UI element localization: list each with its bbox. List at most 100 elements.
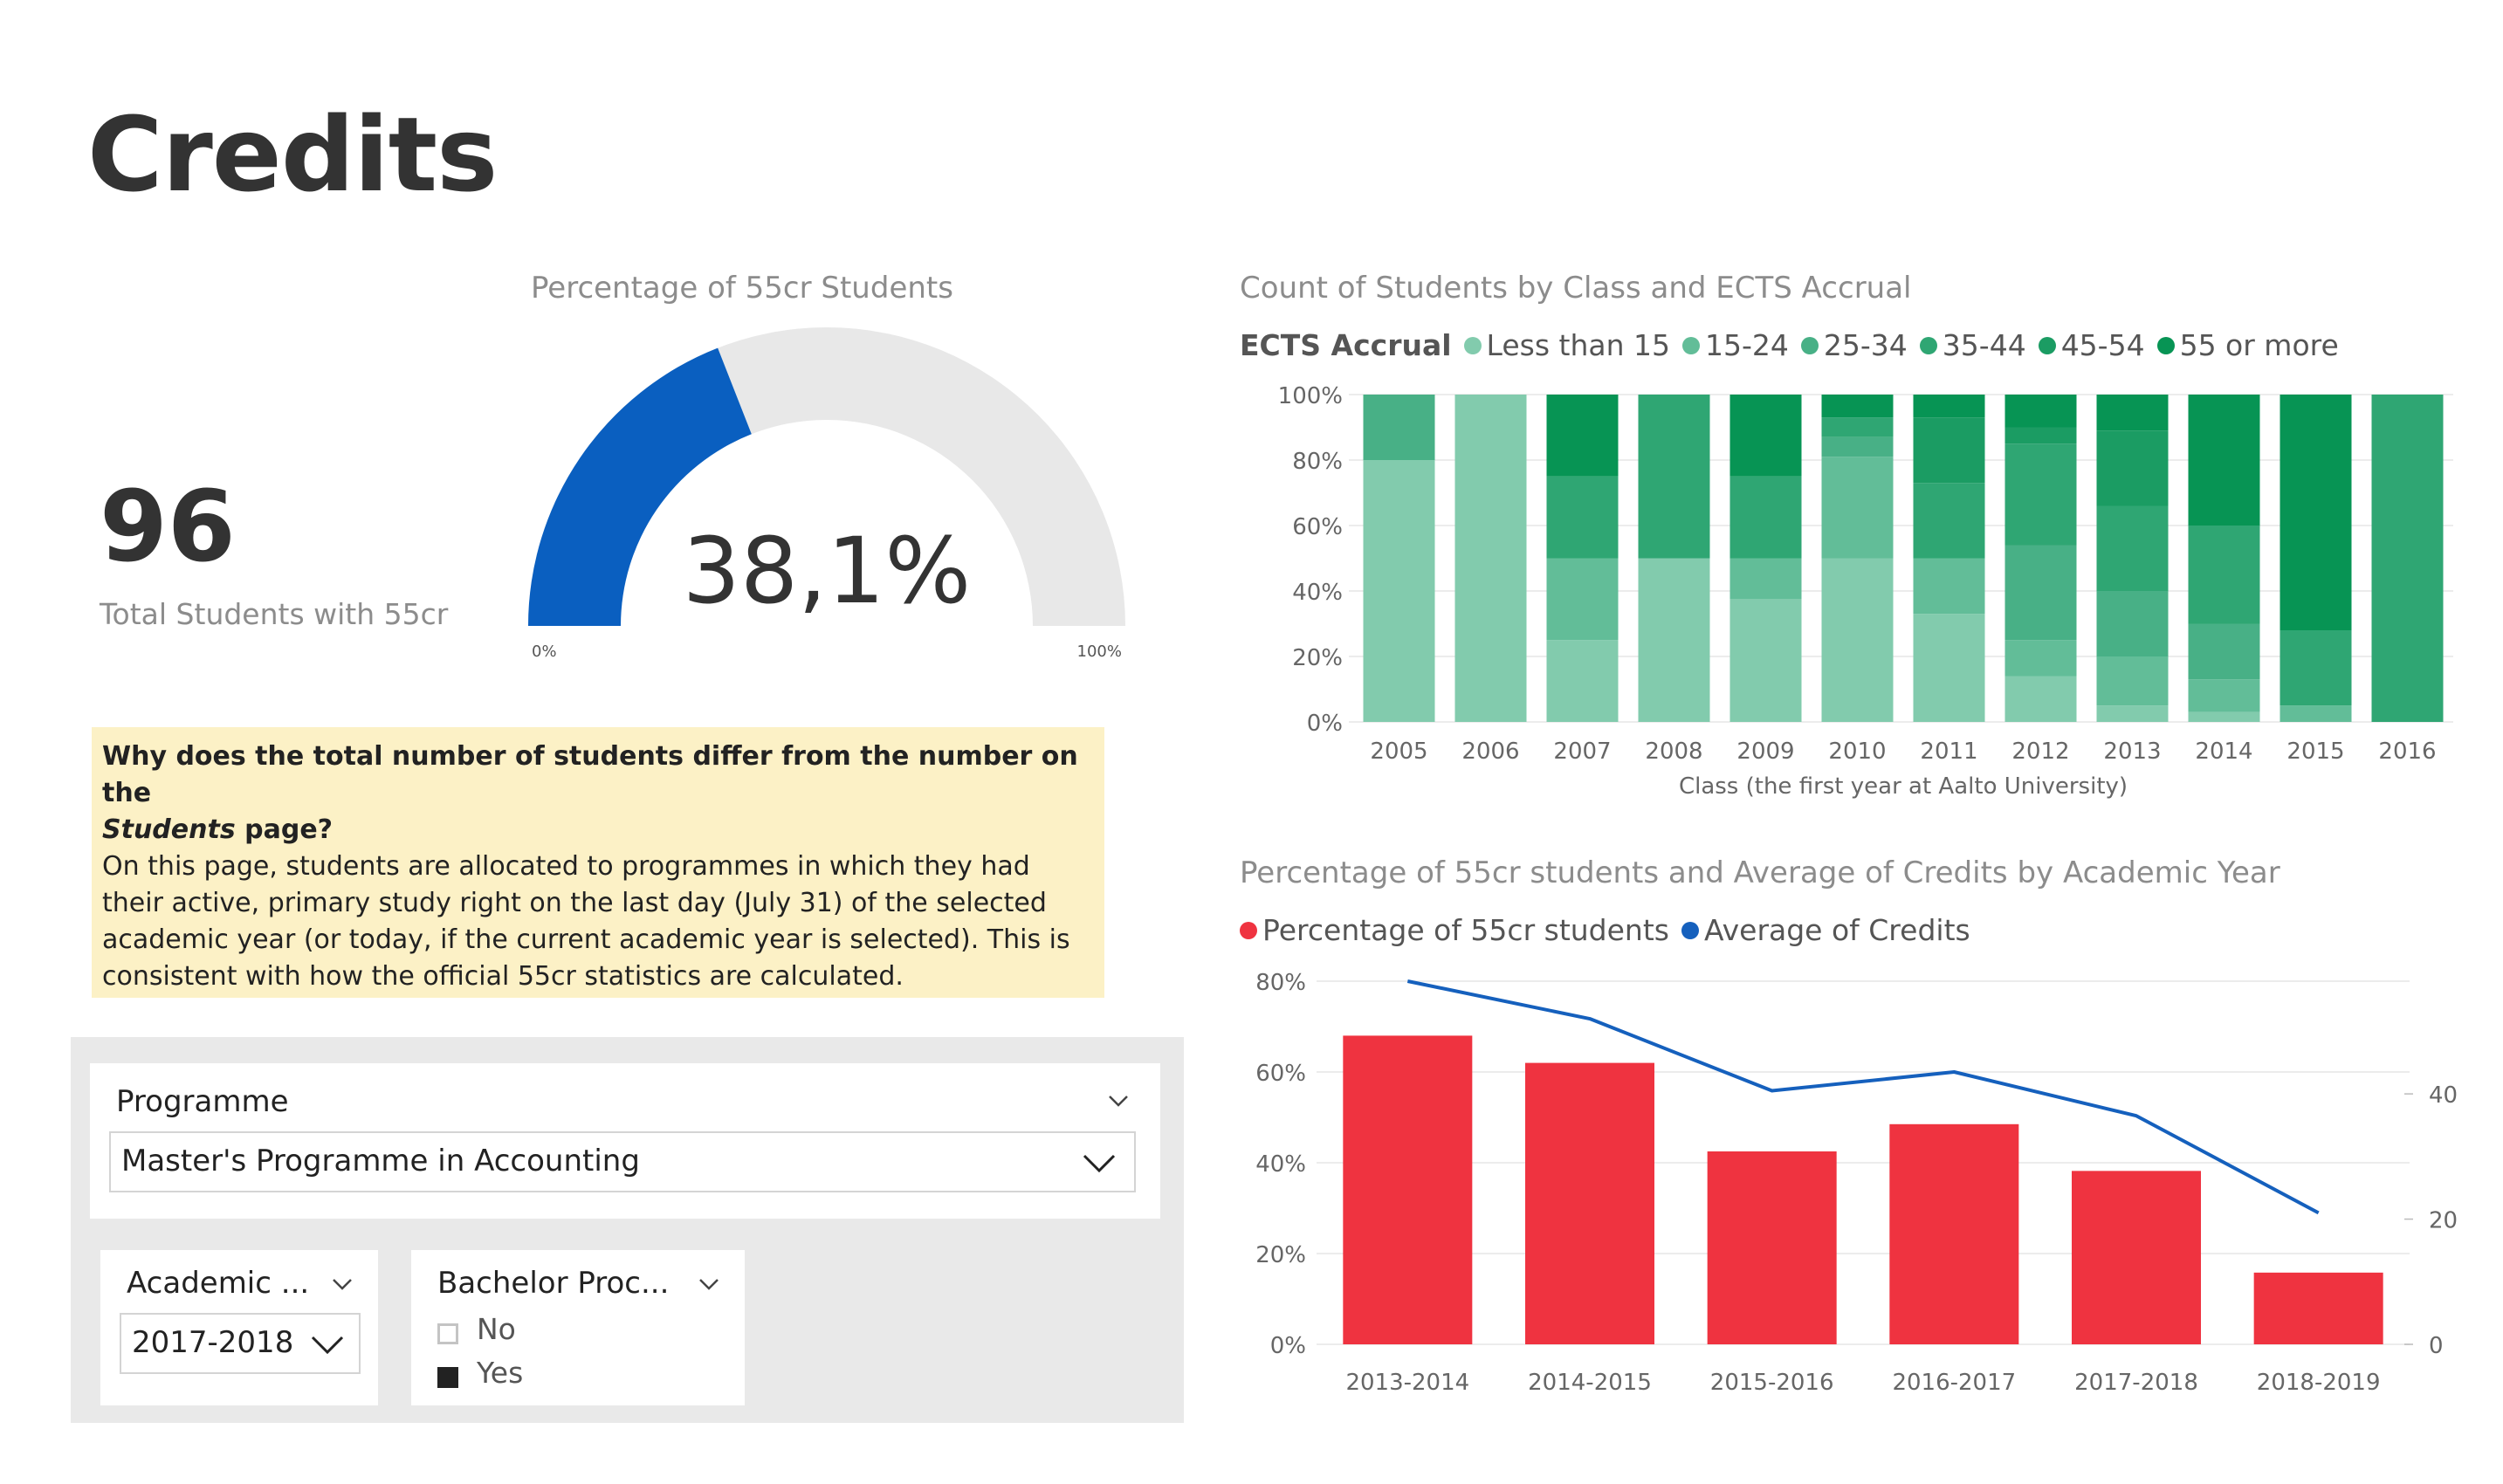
gauge-value: 38,1% (683, 518, 971, 624)
legend-item[interactable]: 55 or more (2156, 328, 2339, 362)
info-question-end: page? (235, 814, 334, 845)
info-question: Why does the total number of students di… (102, 739, 1094, 848)
info-question-link-word: Students (102, 814, 236, 845)
chevron-down-icon[interactable] (331, 1276, 354, 1292)
gauge-visual[interactable]: 38,1% 0% 100% (511, 314, 1139, 681)
bar-segment (2004, 427, 2077, 444)
legend-item[interactable]: 25-34 (1800, 328, 1908, 362)
bar-segment (2096, 705, 2169, 722)
bar-segment (1729, 558, 1802, 600)
bachelor-slicer-label: Bachelor Proc... (437, 1266, 670, 1301)
y2-tick-label: 20 (2429, 1208, 2458, 1234)
y-tick-label: 40% (1255, 1151, 1306, 1178)
x-tick-label: 2010 (1828, 739, 1886, 765)
bar-segment (2188, 711, 2260, 722)
x-tick-label: 2014-2015 (1528, 1370, 1652, 1396)
chevron-down-icon (1083, 1154, 1116, 1173)
legend-label: 25-34 (1823, 328, 1908, 362)
bar-segment (2004, 443, 2077, 546)
combo-bar-line-chart[interactable]: 0% 20% 40% 60% 80% 0 20 40 2013-2014 2014-2015 201… (1222, 952, 2462, 1405)
bar-segment (2188, 679, 2260, 712)
x-tick-label: 2013-2014 (1345, 1370, 1469, 1396)
bar-segment (1638, 558, 1710, 722)
bar-segment (1546, 640, 1619, 722)
legend-item[interactable]: 15-24 (1682, 328, 1789, 362)
bar (1889, 1123, 2019, 1344)
y-tick-label: 100% (1278, 383, 1343, 409)
legend-item[interactable]: Less than 15 (1463, 328, 1671, 362)
bar-segment (2188, 623, 2260, 680)
x-tick-label: 2012 (2011, 739, 2069, 765)
gauge-max-label: 100% (1077, 642, 1122, 661)
option-yes-label[interactable]: Yes (477, 1356, 524, 1390)
x-tick-label: 2008 (1645, 739, 1702, 765)
legend-item[interactable]: Percentage of 55cr students (1240, 913, 1669, 947)
kpi-value: 96 (100, 471, 236, 584)
legend-label: 55 or more (2179, 328, 2339, 362)
bar-segment (1363, 395, 1435, 460)
bar-segment (2371, 395, 2444, 722)
bar-segment (2096, 395, 2169, 431)
bar-segment (2004, 640, 2077, 677)
bar-segment (1913, 614, 1985, 722)
y-tick-label: 80% (1292, 449, 1343, 475)
y-axis: 0% 20% 40% 60% 80% 100% (1278, 383, 1343, 737)
page-title: Credits (87, 94, 498, 215)
bar-segment (1913, 483, 1985, 559)
legend-label: Less than 15 (1486, 328, 1671, 362)
info-question-text: Why does the total number of students di… (102, 741, 1078, 808)
info-textbox: Why does the total number of students di… (92, 727, 1104, 998)
y-tick-label: 60% (1292, 514, 1343, 540)
programme-slicer: Programme Master's Programme in Accounti… (90, 1063, 1160, 1219)
legend-item[interactable]: Average of Credits (1681, 913, 1970, 947)
combo-chart-legend: Percentage of 55cr students Average of Cr… (1240, 913, 1983, 947)
chevron-down-icon[interactable] (1107, 1093, 1130, 1109)
gauge-min-label: 0% (532, 642, 557, 661)
programme-slicer-label: Programme (116, 1084, 289, 1119)
option-no-label[interactable]: No (477, 1312, 516, 1346)
y-tick-label: 60% (1255, 1061, 1306, 1087)
info-body: On this page, students are allocated to … (102, 851, 1070, 992)
bar-segment (1546, 476, 1619, 559)
bar-segment (1913, 558, 1985, 615)
x-tick-label: 2013 (2103, 739, 2161, 765)
legend-item[interactable]: 45-54 (2038, 328, 2145, 362)
academic-year-dropdown[interactable]: 2017-2018 (120, 1313, 361, 1374)
bar-segment (1638, 395, 1710, 559)
x-tick-label: 2015 (2286, 739, 2344, 765)
legend-item[interactable]: 35-44 (1919, 328, 2026, 362)
x-tick-label: 2016-2017 (1892, 1370, 2016, 1396)
bar-segment (1821, 436, 1894, 457)
legend-label: Percentage of 55cr students (1262, 913, 1669, 947)
filter-panel: Programme Master's Programme in Accounti… (71, 1037, 1184, 1423)
bar-segment (1821, 558, 1894, 722)
y2-tick-label: 0 (2429, 1333, 2444, 1359)
bar-segment (2096, 505, 2169, 591)
academic-year-selected-value: 2017-2018 (132, 1325, 294, 1360)
bar (1707, 1151, 1837, 1344)
bar-segment (1363, 460, 1435, 722)
checkbox-no[interactable] (437, 1323, 458, 1344)
bar-segment (2096, 591, 2169, 656)
bar-segment (2188, 395, 2260, 526)
legend-dot (1463, 336, 1482, 354)
ects-chart-legend: ECTS Accrual Less than 15 15-24 25-34 35-44… (1240, 328, 2351, 362)
x-tick-label: 2018-2019 (2257, 1370, 2381, 1396)
x-tick-label: 2014 (2195, 739, 2252, 765)
x-tick-label: 2011 (1920, 739, 1977, 765)
gauge-fill (528, 347, 752, 626)
y-tick-label: 20% (1292, 645, 1343, 671)
bar-segment (1821, 417, 1894, 437)
chevron-down-icon[interactable] (698, 1276, 720, 1292)
bar-segment (2280, 630, 2352, 706)
bar-segment (2096, 656, 2169, 706)
programme-dropdown[interactable]: Master's Programme in Accounting (109, 1131, 1136, 1192)
ects-chart-title: Count of Students by Class and ECTS Accr… (1240, 271, 1912, 306)
average-credits-line (1406, 979, 2320, 1215)
legend-dot (1240, 921, 1257, 939)
ects-stacked-bar-chart[interactable]: 0% 20% 40% 60% 80% 100% 2005 2006 2007 2008 2009 20… (1222, 367, 2462, 821)
checkbox-yes[interactable] (437, 1367, 458, 1388)
x-tick-label: 2017-2018 (2074, 1370, 2198, 1396)
ects-legend-title: ECTS Accrual (1240, 328, 1452, 362)
bar (2253, 1272, 2383, 1344)
